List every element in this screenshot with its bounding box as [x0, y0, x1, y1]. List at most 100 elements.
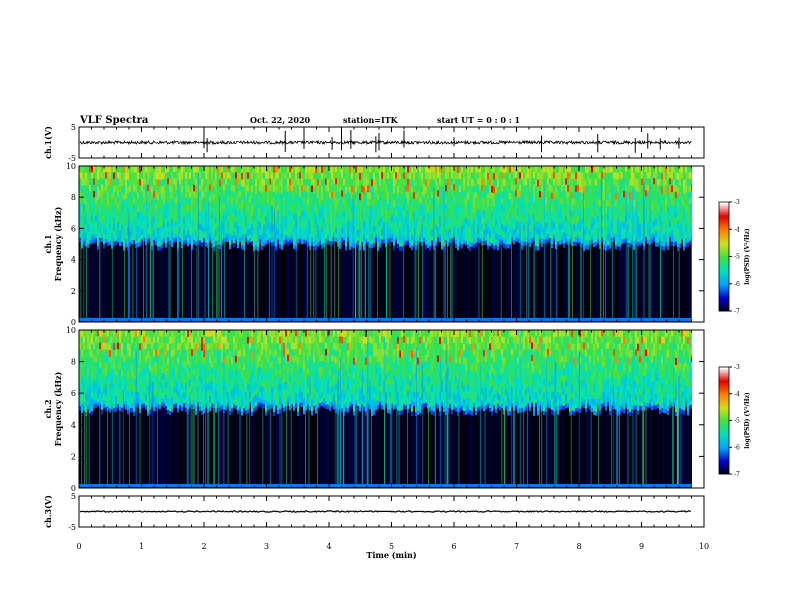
sp1-cell [225, 233, 227, 240]
sp1-cell [137, 212, 139, 220]
sp1-cell [437, 227, 439, 234]
sp1-cell [93, 197, 95, 205]
sp1-cell [483, 172, 485, 180]
sp1-cell [259, 235, 261, 242]
sp1-cell [363, 186, 365, 194]
sp1-cell [231, 172, 233, 180]
sp1-cell [637, 246, 639, 322]
sp1-cell [299, 184, 301, 192]
sp1-cell [483, 191, 485, 199]
sp1-cell [97, 179, 99, 187]
sp1-cell [555, 186, 557, 194]
sp2-cell [103, 342, 105, 350]
sp1-cell [199, 229, 201, 237]
sp1-cell [287, 204, 289, 212]
sp1-cell [125, 232, 127, 240]
sp1-cell [329, 230, 331, 237]
sp1-cell [295, 172, 297, 181]
sp1-cell [555, 213, 557, 221]
sp1-cell [369, 192, 371, 200]
sp1-cell [81, 166, 83, 174]
sp1-cell [477, 237, 479, 242]
sp1-cell [417, 210, 419, 218]
sp1-cell [107, 205, 109, 212]
sp1-cell [407, 229, 409, 237]
sp1-cell [441, 245, 443, 250]
sp1-cell [541, 179, 543, 187]
sp1-cell [479, 222, 481, 229]
sp1-cell [185, 191, 187, 198]
sp1-cell [117, 190, 119, 198]
sp1-cell [543, 172, 545, 180]
sp1-cell [341, 202, 343, 210]
sp1-cell [161, 212, 163, 220]
sp1-cell [281, 233, 283, 242]
sp1-cell [427, 185, 429, 193]
sp2-cell [99, 374, 101, 382]
sp1-cell [635, 184, 637, 192]
sp1-cell [659, 243, 661, 322]
sp1-cell [653, 233, 655, 240]
sp1-cell [497, 246, 499, 251]
sp1-cell [545, 235, 547, 243]
sp1-cell [137, 238, 139, 246]
sp1-cell [293, 219, 295, 227]
sp1-cell [517, 221, 519, 229]
sp1-cell [419, 238, 421, 243]
sp1-cell [377, 186, 379, 195]
sp1-cell [597, 209, 599, 217]
sp1-cell [119, 166, 121, 173]
sp1-cell [475, 224, 477, 232]
sp1-cell [525, 236, 527, 244]
sp1-cell [623, 228, 625, 236]
sp1-cell [213, 166, 215, 174]
sp1-cell [439, 209, 441, 216]
sp1-cell [553, 203, 555, 211]
sp1-cell [81, 233, 83, 241]
sp1-cell [85, 218, 87, 226]
sp1-cell [613, 166, 615, 173]
sp1-cell [641, 228, 643, 236]
sp1-cell [383, 228, 385, 236]
sp1-cell [223, 238, 225, 243]
sp1-cell [467, 179, 469, 187]
sp1-cell [561, 204, 563, 211]
sp1-cell [437, 221, 439, 228]
sp1-cell [299, 191, 301, 198]
sp1-cell [681, 216, 683, 223]
sp1-cell [501, 197, 503, 205]
sp1-cell [117, 178, 119, 186]
sp1-cell [329, 198, 331, 205]
sp1-cell [549, 166, 551, 173]
sp1-cell [523, 198, 525, 206]
sp1-cell [109, 240, 111, 245]
sp1-cell [629, 225, 631, 233]
sp1-cell [463, 243, 465, 322]
sp2-cell [89, 336, 91, 344]
sp1-cell [493, 179, 495, 187]
sp1-cell [497, 214, 499, 222]
sp1-cell [683, 241, 685, 249]
sp1-cell [357, 178, 359, 186]
sp1-cell [209, 178, 211, 185]
sp1-cell [279, 172, 281, 180]
sp1-cell [529, 205, 531, 213]
sp1-cell [491, 225, 493, 233]
sp1-cell [207, 185, 209, 193]
sp1-cell [597, 203, 599, 211]
sp1-cell [421, 241, 423, 246]
sp1-cell [199, 236, 201, 244]
sp1-cell [659, 197, 661, 205]
sp1-cell [299, 228, 301, 236]
sp2-cell [107, 356, 109, 364]
sp1-cell [685, 218, 687, 226]
sp1-cell [293, 233, 295, 241]
sp1-cell [405, 210, 407, 218]
sp1-cell [653, 220, 655, 228]
sp1-cell [243, 227, 245, 236]
sp1-cell [111, 172, 113, 180]
sp1-cell [353, 206, 355, 214]
sp1-cell [213, 200, 215, 208]
sp2-cell [95, 349, 97, 356]
sp1-cell [657, 238, 659, 246]
